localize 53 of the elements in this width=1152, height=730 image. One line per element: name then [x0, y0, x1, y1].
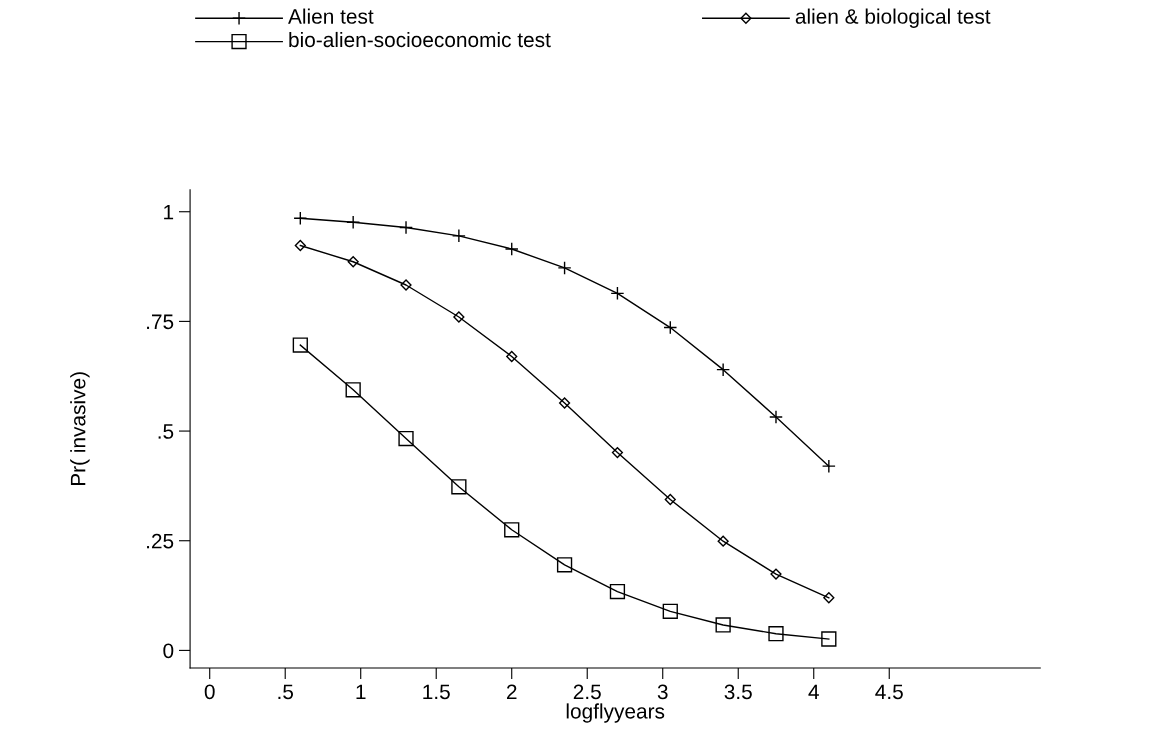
point [716, 362, 731, 377]
point [556, 557, 573, 573]
x-tick-label: 4.5 [875, 684, 903, 700]
point [399, 220, 413, 235]
x-tick-label: .5 [278, 684, 294, 700]
point [663, 320, 678, 335]
point [768, 626, 784, 642]
point [400, 279, 412, 291]
x-tick-label: 2 [506, 684, 517, 700]
point [293, 211, 308, 226]
y-tick-label: 0 [163, 643, 174, 659]
x-tick-label: 0 [204, 684, 215, 700]
point [345, 382, 361, 398]
legend-label: Alien test [288, 8, 374, 24]
point [611, 446, 624, 459]
x-tick-label: 1 [356, 684, 366, 700]
point [504, 522, 520, 538]
point [347, 256, 359, 268]
point [715, 617, 731, 633]
x-tick-label: 3.5 [724, 684, 752, 700]
point [506, 350, 518, 363]
point [398, 430, 414, 447]
y-tick-label: .25 [147, 533, 174, 549]
point [821, 459, 836, 474]
legend-label: bio-alien-socioeconomic test [289, 31, 551, 48]
point [292, 337, 308, 353]
point [662, 603, 678, 620]
x-tick-label: 3 [657, 684, 668, 700]
y-tick-label: 1 [164, 204, 174, 220]
point [769, 410, 783, 424]
x-axis-title: logflyyears [566, 703, 665, 723]
point [346, 215, 361, 230]
point [770, 568, 782, 580]
point [610, 286, 625, 301]
point [821, 631, 837, 647]
x-tick-label: 4 [808, 684, 819, 700]
x-tick-label: 2.5 [573, 684, 601, 700]
point [664, 493, 676, 506]
point [451, 228, 466, 243]
point [557, 260, 572, 275]
y-axis-title: Pr( invasive) [70, 372, 90, 486]
point [609, 583, 626, 600]
x-tick-label: 1.5 [423, 684, 450, 700]
point [558, 397, 571, 409]
point [451, 479, 467, 495]
point [294, 239, 306, 252]
point [504, 242, 519, 256]
y-tick-label: .75 [147, 314, 174, 330]
point [717, 535, 729, 547]
point [823, 592, 835, 604]
point [453, 311, 465, 323]
legend-label: alien & biological test [795, 8, 991, 28]
y-tick-label: .5 [158, 424, 174, 439]
